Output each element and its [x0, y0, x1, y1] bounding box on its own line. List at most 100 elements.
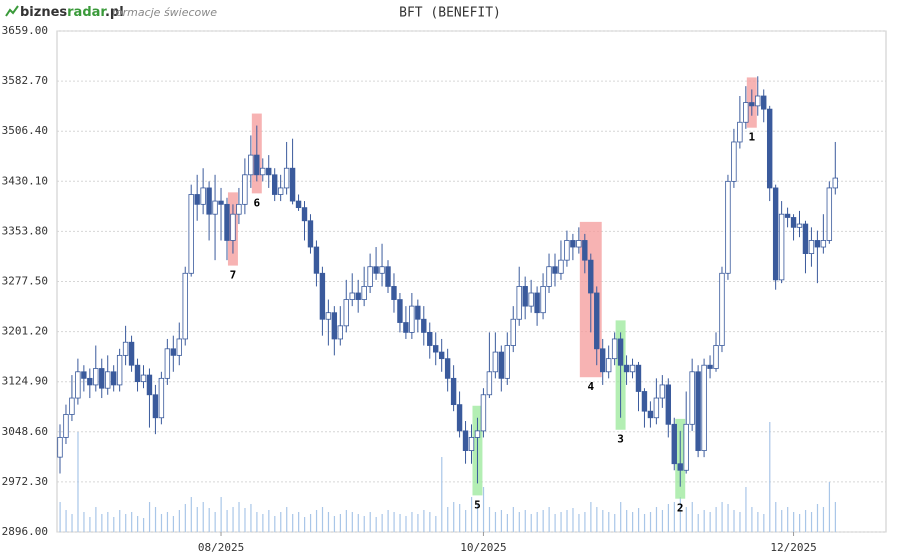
volume-bar [196, 507, 198, 532]
pattern-label: 2 [677, 502, 684, 515]
candle-body [283, 167, 290, 189]
volume-bar [721, 502, 723, 532]
candle-body [570, 240, 576, 248]
volume-bar [172, 516, 175, 532]
candle-body [582, 240, 588, 261]
volume-bar [632, 512, 634, 532]
candle-body [289, 167, 296, 202]
candle-body [731, 141, 737, 182]
volume-bar [590, 502, 592, 532]
candle-body [677, 463, 683, 471]
chart-title: BFT (BENEFIT) [399, 6, 501, 21]
candle-body [325, 312, 332, 320]
candle-body [385, 266, 391, 287]
volume-bar [810, 512, 813, 532]
volume-bar [250, 504, 252, 532]
y-tick-label: 3582.70 [2, 74, 48, 87]
volume-bar [637, 508, 640, 532]
candle-body [820, 240, 827, 248]
candle-body [713, 345, 719, 369]
volume-bar [673, 502, 675, 532]
candle-body [552, 266, 558, 274]
candle-body [641, 391, 648, 412]
volume-bar [608, 512, 610, 532]
volume-bar [649, 512, 652, 532]
candle-body [307, 220, 314, 248]
candle-body [594, 292, 600, 350]
candle-body [361, 286, 367, 300]
volume-bar [834, 502, 836, 532]
candle-body [200, 187, 206, 205]
candle-body [438, 351, 445, 360]
volume-bar [614, 514, 616, 532]
candle-body [588, 259, 594, 294]
candle-body [379, 266, 385, 274]
candle-body [301, 207, 308, 222]
candle-body [81, 371, 87, 379]
candle-body [421, 318, 427, 333]
volume-bar [709, 512, 711, 532]
x-tick-label: 12/2025 [770, 541, 816, 554]
candle-body [152, 394, 159, 419]
volume-bar [459, 504, 461, 532]
y-tick-label: 3430.10 [2, 174, 48, 187]
candle-body [659, 384, 666, 399]
candle-body [403, 322, 409, 333]
volume-bar [375, 517, 377, 532]
candle-body [665, 384, 672, 425]
candle-body [534, 292, 540, 314]
candle-body [802, 223, 809, 254]
volume-bar [357, 514, 359, 532]
volume-bar [321, 507, 324, 532]
candle-body [790, 217, 797, 228]
candle-body [600, 348, 606, 373]
y-tick-label: 3048.60 [2, 425, 48, 438]
x-tick-label: 10/2025 [460, 541, 506, 554]
volume-bar [405, 516, 407, 532]
volume-bar [101, 514, 103, 532]
candle-body [564, 240, 570, 261]
candle-body [719, 272, 725, 346]
candle-body [498, 351, 505, 379]
volume-bar [286, 507, 288, 532]
candle-body [814, 240, 821, 248]
candle-body [695, 371, 701, 451]
pattern-label: 3 [617, 433, 624, 446]
volume-bar [59, 502, 61, 532]
y-tick-label: 3124.90 [2, 375, 48, 388]
candle-body [140, 374, 147, 383]
volume-bar [679, 497, 681, 532]
candle-body [778, 213, 785, 281]
candle-body [832, 177, 838, 189]
candle-body [761, 95, 767, 110]
candle-body [468, 437, 475, 451]
volume-bar [142, 518, 145, 532]
volume-bar [232, 507, 234, 532]
candle-body [367, 266, 373, 287]
volume-bar [661, 510, 664, 532]
volume-bar [208, 508, 210, 532]
volume-bar [411, 512, 413, 532]
candle-body [254, 154, 260, 176]
candle-body [743, 102, 749, 123]
candle-body [271, 174, 278, 195]
volume-bar [476, 504, 479, 532]
candle-body [295, 200, 302, 209]
volume-bar [113, 517, 115, 532]
candle-body [647, 410, 654, 419]
volume-bar [393, 512, 395, 532]
candle-body [528, 292, 534, 307]
volume-bar [429, 512, 431, 532]
candle-body [755, 95, 761, 107]
volume-bar [554, 514, 556, 532]
candle-body [164, 348, 171, 379]
volume-bar [65, 510, 67, 532]
pattern-label: 6 [253, 196, 260, 209]
volume-bar [643, 514, 646, 532]
candle-body [635, 364, 642, 392]
volume-bar [494, 512, 497, 532]
y-tick-label: 3659.00 [2, 24, 48, 37]
volume-bar [465, 510, 467, 532]
volume-bar [453, 502, 455, 532]
volume-bar [572, 508, 574, 532]
